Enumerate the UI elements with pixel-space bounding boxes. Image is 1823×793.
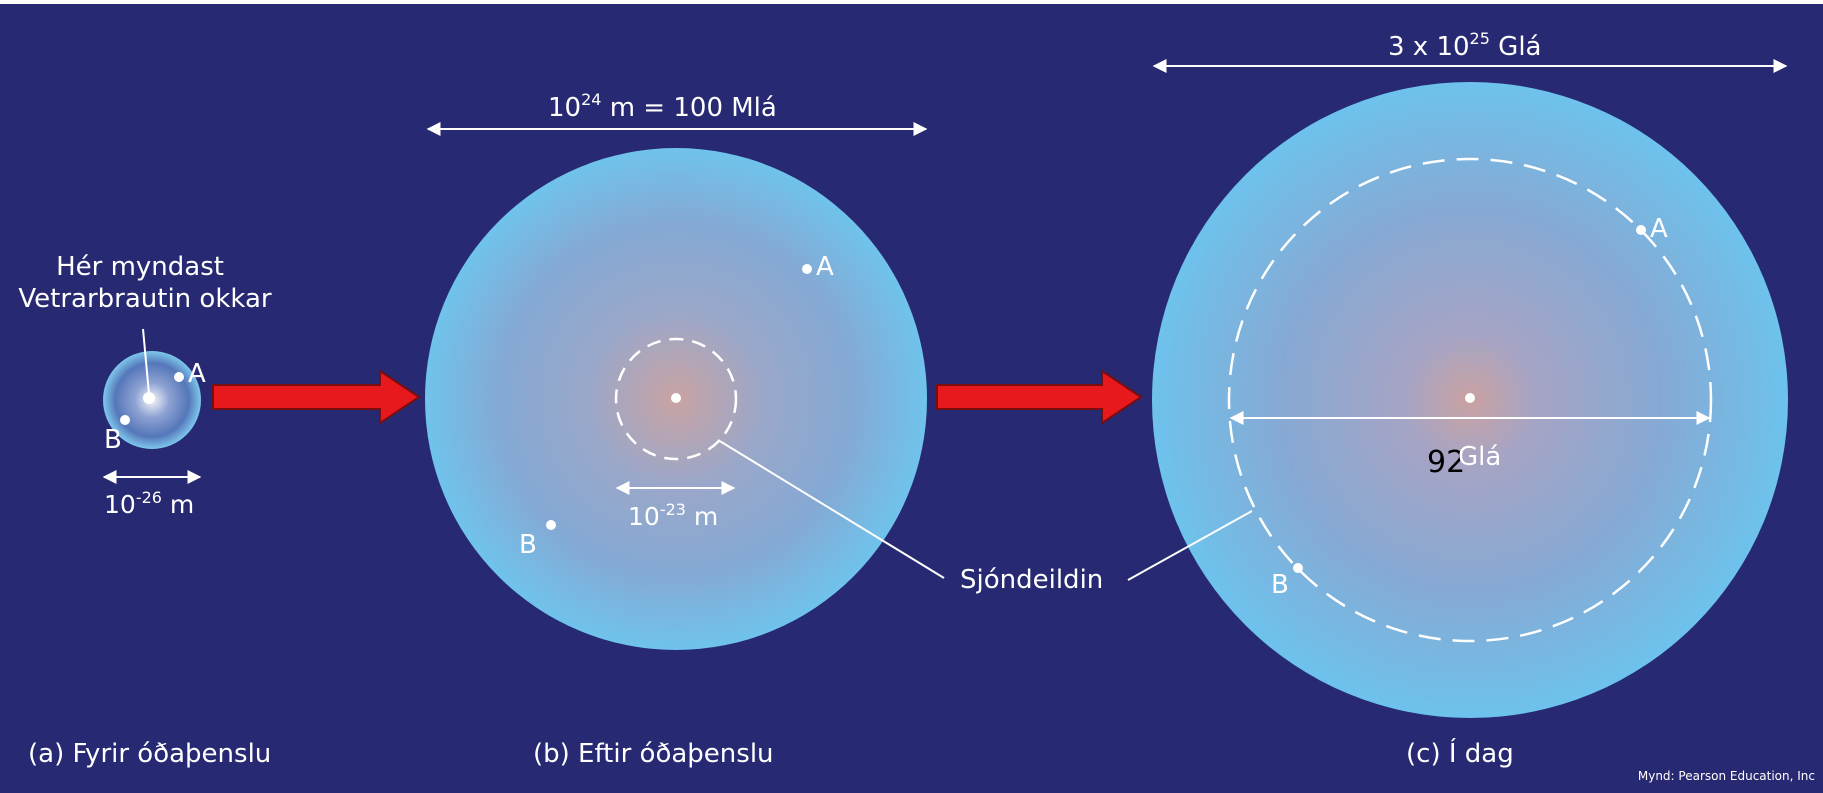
caption-c: (c) Í dag [1406,737,1514,769]
point-a-label: A [816,252,834,282]
point-a-dot [1636,225,1646,235]
point-a-label: A [1650,214,1668,244]
point-a-dot [174,372,184,382]
point-b-dot [120,415,130,425]
width-b-label: 1024 m = 100 Mlá [548,90,777,123]
note-pointer-line [142,328,150,395]
caption-b: (b) Eftir óðaþenslu [533,739,774,769]
caption-a: (a) Fyrir óðaþenslu [28,739,271,769]
horizon-pointer-b [717,439,945,579]
point-a-dot [802,264,812,274]
galaxy-note-line2: Vetrarbrautin okkar [18,284,272,314]
red-arrow-a-to-b [212,369,421,425]
point-b-dot [546,520,556,530]
galaxy-note-line1: Hér myndast [56,252,224,282]
panel-c: 3 x 1025 Glá 92 Glá A B (c) Í dag [1152,29,1788,769]
width-c-label: 3 x 1025 Glá [1388,29,1541,62]
horizon-pointer-c [1127,510,1253,581]
inner-horizon-circle [614,337,738,461]
horizon-label: Sjóndeildin [960,565,1103,595]
point-b-label: B [519,530,537,560]
point-a-label: A [188,359,206,389]
observable-horizon-circle [1227,157,1713,643]
point-b-label: B [1271,570,1289,600]
center-point [1465,393,1475,403]
point-b-label: B [104,425,122,455]
center-point [671,393,681,403]
horizon-value: 92 [1427,445,1465,480]
horizon-unit: Glá [1458,442,1501,472]
inflation-diagram: Hér myndast Vetrarbrautin okkar A B 10-2… [18,29,1815,783]
image-credit: Mynd: Pearson Education, Inc [1638,769,1815,783]
red-arrow-b-to-c [936,369,1143,425]
point-b-dot [1293,563,1303,573]
inner-scale-label: 10-23 m [628,500,718,531]
panel-a: Hér myndast Vetrarbrautin okkar A B 10-2… [18,252,272,769]
scale-a-label: 10-26 m [104,488,194,519]
panel-b: 1024 m = 100 Mlá A B 10-23 m (b) Eftir ó… [425,90,928,769]
our-galaxy-point [143,392,155,404]
diagram-stage: Hér myndast Vetrarbrautin okkar A B 10-2… [0,4,1823,793]
